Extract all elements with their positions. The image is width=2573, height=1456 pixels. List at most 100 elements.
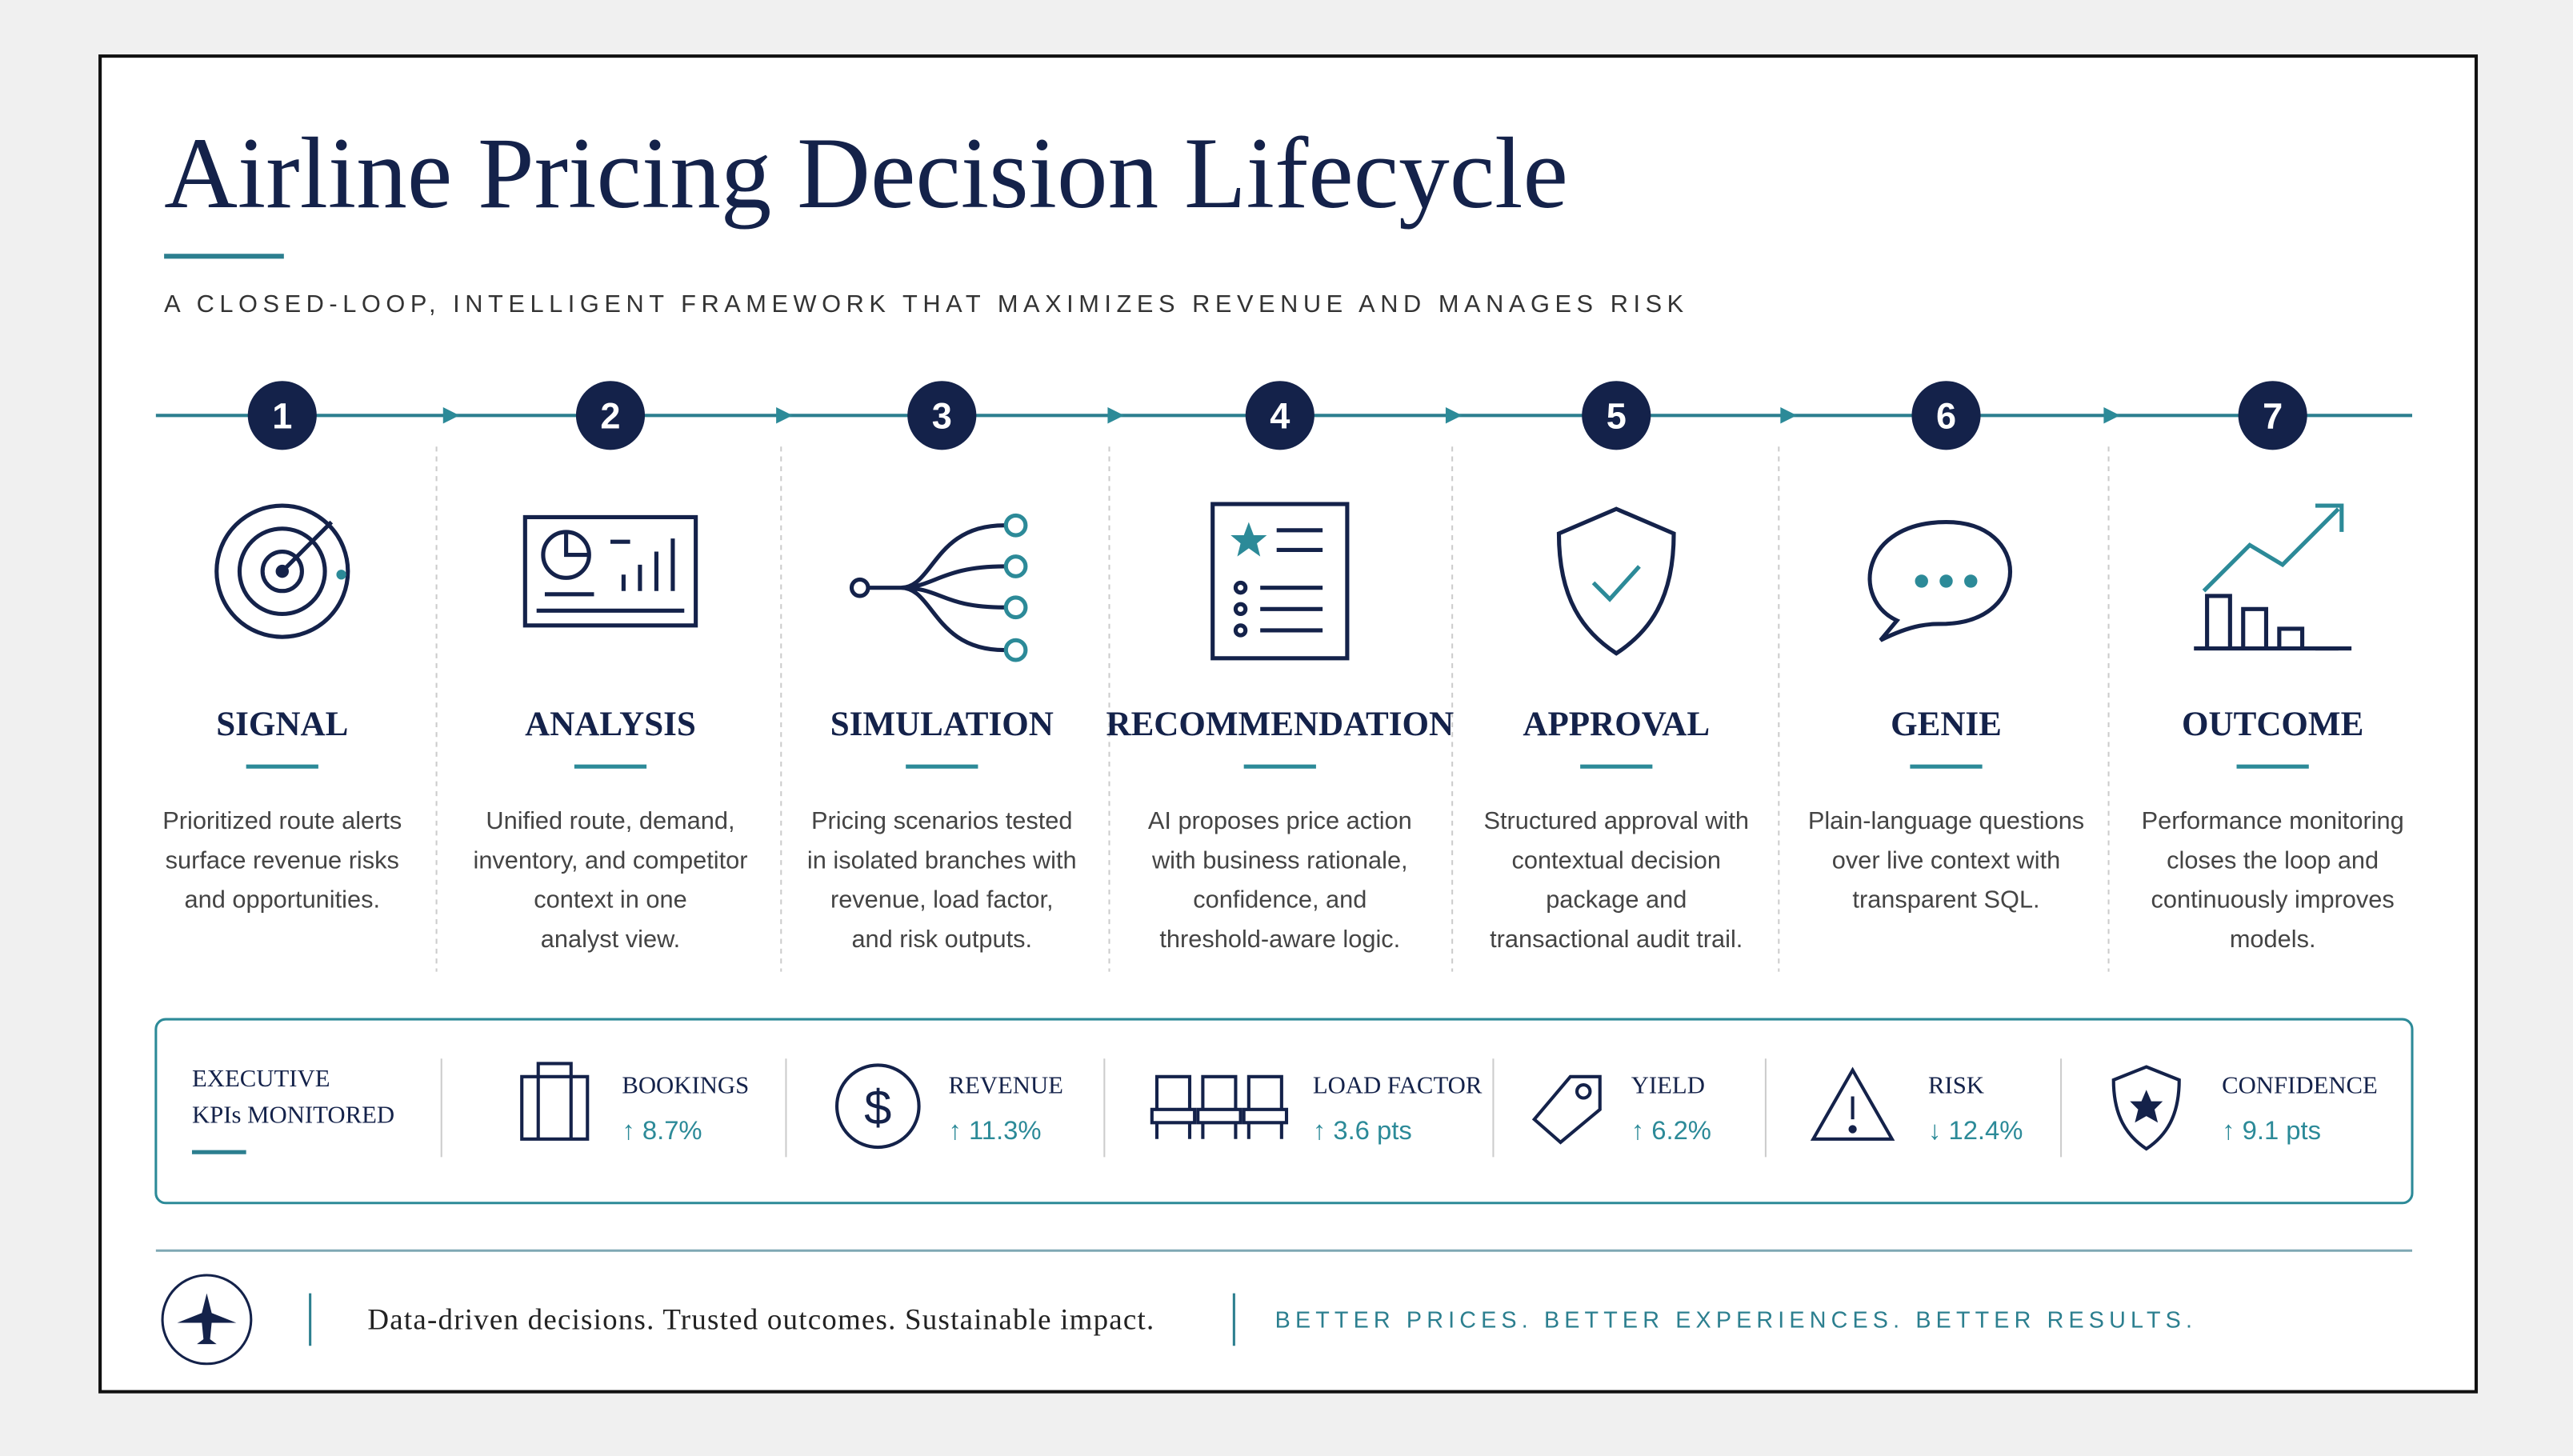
icon-part <box>1210 502 1350 661</box>
tagline: Data-driven decisions. Trusted outcomes.… <box>367 1303 1154 1336</box>
icon-part: $ <box>864 1080 891 1135</box>
step-description: Prioritized route alerts <box>162 806 402 834</box>
icon-part <box>1003 554 1028 578</box>
kpi-icon <box>1531 1074 1602 1145</box>
subtitle: A CLOSED-LOOP, INTELLIGENT FRAMEWORK THA… <box>164 290 1689 318</box>
plane-badge <box>161 1274 253 1366</box>
step-description: analyst view. <box>541 925 680 953</box>
timeline-arrow <box>442 407 460 424</box>
kpi-name: REVENUE <box>948 1071 1062 1098</box>
icon-part <box>621 538 675 591</box>
step-description: and risk outputs. <box>851 925 1032 953</box>
step-icon <box>849 513 1028 662</box>
icon-part <box>1848 1125 1857 1134</box>
step-title: SIGNAL <box>216 706 348 743</box>
step-icon <box>1556 506 1676 656</box>
icon-part <box>2130 1090 2163 1123</box>
icon-part <box>1531 1074 1602 1145</box>
icon-part <box>1242 1074 1289 1139</box>
kpi-name: YIELD <box>1631 1071 1705 1098</box>
step-description: and opportunities. <box>185 886 380 914</box>
step-description: package and <box>1546 886 1687 914</box>
icon-part <box>1915 574 1928 588</box>
step-number: 2 <box>600 396 620 437</box>
step-description: inventory, and competitor <box>473 846 747 874</box>
kpi-heading: KPIs MONITORED <box>192 1101 394 1128</box>
icon-part <box>1591 565 1641 602</box>
icon-part <box>1233 623 1248 638</box>
step-number: 6 <box>1936 396 1956 437</box>
step-title: OUTCOME <box>2182 706 2363 743</box>
kpi-icon <box>1810 1066 1895 1141</box>
icon-part <box>1003 595 1028 620</box>
step-title: GENIE <box>1891 706 2002 743</box>
step-description: threshold-aware logic. <box>1159 925 1400 953</box>
icon-part <box>2205 594 2232 649</box>
timeline-arrow <box>1107 407 1124 424</box>
icon-part <box>1867 520 2012 642</box>
kpi-icon <box>520 1062 590 1141</box>
step-icon <box>214 503 350 639</box>
step-number: 4 <box>1270 396 1290 437</box>
kpi-panel <box>154 1018 2414 1205</box>
step-badge <box>1582 381 1651 450</box>
icon-part <box>1276 528 1323 553</box>
kpi-change: ↑ 11.3% <box>948 1115 1041 1145</box>
step-description: confidence, and <box>1193 886 1367 914</box>
step-title: APPROVAL <box>1523 706 1710 743</box>
step-description: surface revenue risks <box>166 846 399 874</box>
kpi-icon: $ <box>834 1063 921 1150</box>
step-badge <box>1911 381 1981 450</box>
icon-part <box>2241 606 2269 649</box>
step-description: contextual decision <box>1511 846 1721 874</box>
kpi-name: LOAD FACTOR <box>1313 1071 1483 1098</box>
icon-part <box>260 549 304 594</box>
step-icon <box>2194 503 2352 651</box>
step-icon <box>522 514 698 628</box>
icon-part <box>867 523 1005 653</box>
icon-part <box>2202 503 2344 593</box>
step-description: Plain-language questions <box>1808 806 2084 834</box>
icon-part <box>1964 574 1978 588</box>
step-description: transparent SQL. <box>1852 886 2039 914</box>
kpi-icon <box>2111 1065 2181 1151</box>
icon-part <box>1810 1066 1895 1141</box>
step-badge <box>247 381 317 450</box>
step-number: 7 <box>2263 396 2283 437</box>
step-description: revenue, load factor, <box>830 886 1054 914</box>
icon-part <box>520 1062 590 1141</box>
icon-part <box>1939 574 1953 588</box>
timeline-arrow <box>2103 407 2120 424</box>
step-badge <box>2238 381 2307 450</box>
timeline-arrow <box>1445 407 1463 424</box>
step-description: closes the loop and <box>2167 846 2379 874</box>
icon-part <box>564 531 590 558</box>
icon-part <box>336 570 346 580</box>
icon-part <box>834 1063 921 1150</box>
title: Airline Pricing Decision Lifecycle <box>164 117 1568 230</box>
icon-part <box>1003 638 1028 662</box>
kpi-name: RISK <box>1928 1071 1984 1098</box>
icon-part <box>2277 626 2305 649</box>
kpi-change: ↑ 3.6 pts <box>1313 1115 1412 1145</box>
step-number: 3 <box>932 396 952 437</box>
step-description: models. <box>2230 925 2316 953</box>
icon-part <box>1230 522 1267 557</box>
kpi-icon <box>1150 1074 1289 1139</box>
icon-part <box>1556 506 1676 656</box>
step-title: RECOMMENDATION <box>1106 706 1454 743</box>
slogan: BETTER PRICES. BETTER EXPERIENCES. BETTE… <box>1275 1308 2197 1334</box>
step-description: context in one <box>534 886 686 914</box>
step-description: Unified route, demand, <box>486 806 734 834</box>
step-description: over live context with <box>1832 846 2060 874</box>
step-title: ANALYSIS <box>525 706 696 743</box>
icon-part <box>1575 1083 1592 1100</box>
step-badge <box>1245 381 1315 450</box>
icon-part <box>522 514 698 628</box>
step-badge <box>907 381 977 450</box>
kpi-change: ↑ 6.2% <box>1631 1115 1711 1145</box>
timeline-arrow <box>776 407 793 424</box>
step-title: SIMULATION <box>830 706 1054 743</box>
